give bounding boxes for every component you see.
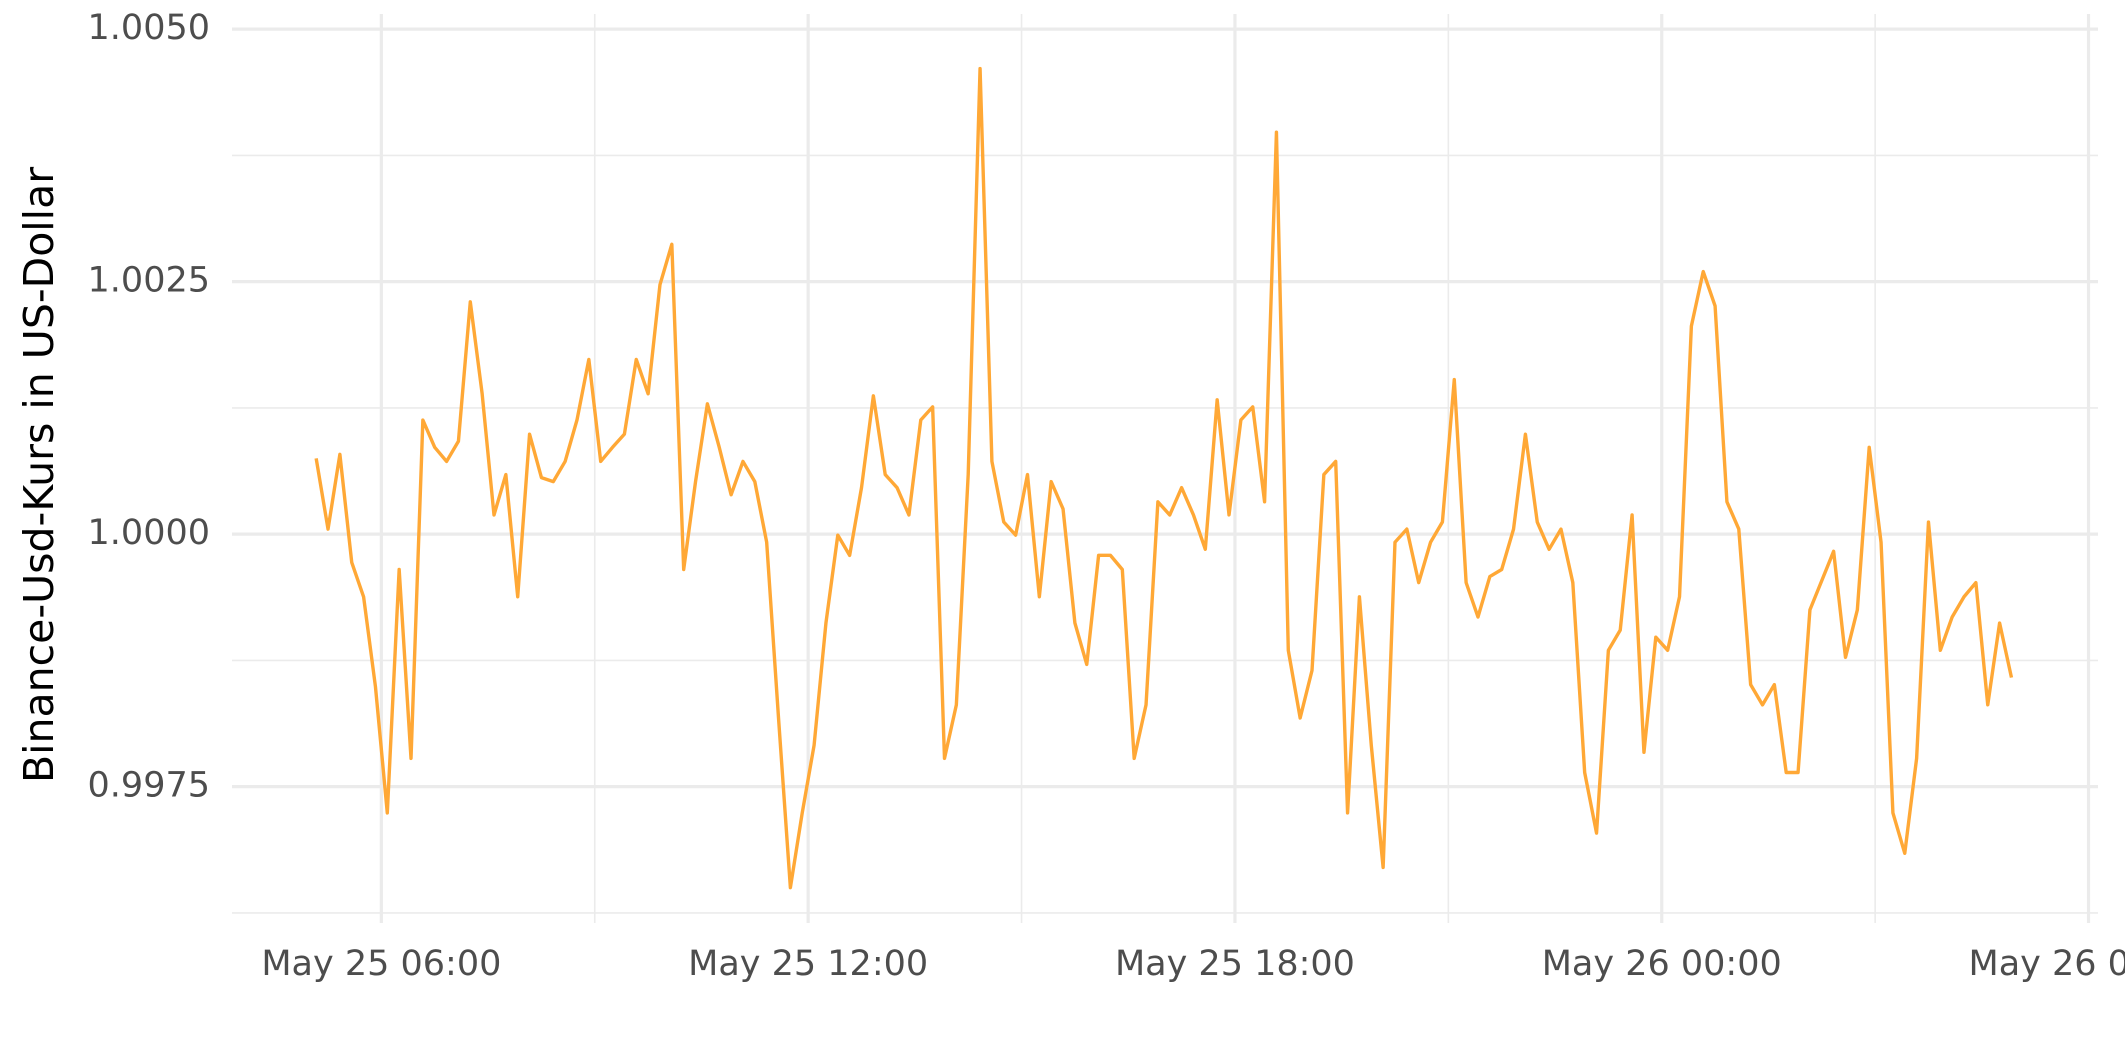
x-tick-label: May 25 12:00 bbox=[688, 944, 928, 984]
x-tick-label: May 26 00:00 bbox=[1542, 944, 1782, 984]
y-tick-label: 1.0025 bbox=[88, 261, 210, 301]
price-line bbox=[314, 66, 2014, 890]
y-axis-title: Binance-Usd-Kurs in US-Dollar bbox=[15, 167, 63, 783]
y-tick-label: 1.0050 bbox=[88, 8, 210, 48]
x-tick-label: May 26 06:00 bbox=[1969, 944, 2125, 984]
x-tick-label: May 25 06:00 bbox=[261, 944, 501, 984]
x-tick-label: May 25 18:00 bbox=[1115, 944, 1355, 984]
y-tick-label: 0.9975 bbox=[88, 766, 210, 806]
y-tick-label: 1.0000 bbox=[88, 513, 210, 553]
